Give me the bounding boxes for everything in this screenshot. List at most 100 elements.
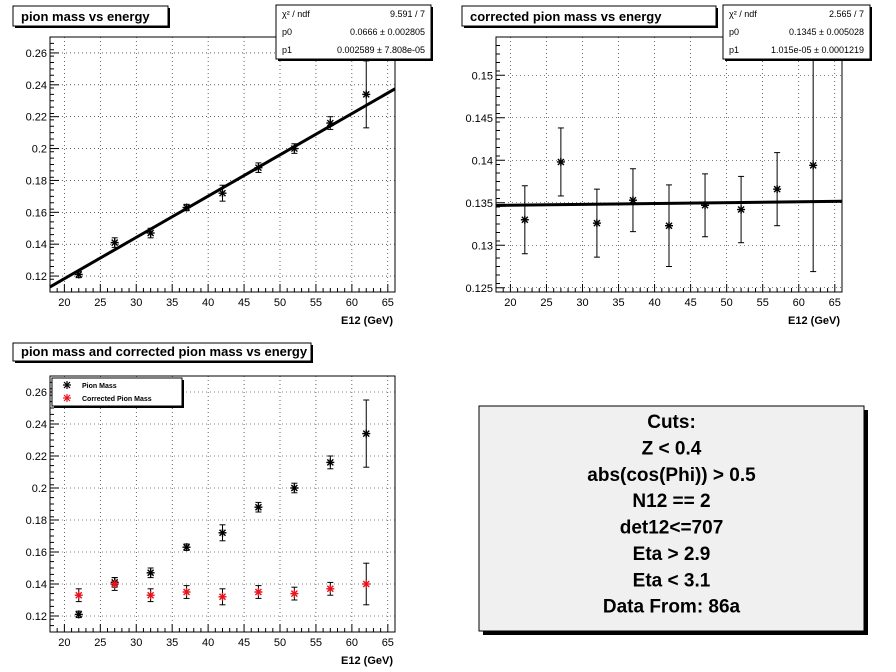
data-point xyxy=(809,161,818,170)
data-point xyxy=(146,229,155,238)
marker-stroke xyxy=(147,229,155,237)
cuts-line: Z < 0.4 xyxy=(642,438,702,459)
legend-label: Corrected Pion Mass xyxy=(82,396,152,403)
stats-value: 0.002589 ± 7.808e-05 xyxy=(337,45,425,55)
y-tick-label: 0.22 xyxy=(26,112,47,124)
x-tick-label: 20 xyxy=(58,297,70,309)
marker-stroke xyxy=(629,196,637,204)
stats-value: 2.565 / 7 xyxy=(829,9,864,19)
data-point xyxy=(326,584,335,593)
data-point xyxy=(520,215,529,224)
x-tick-label: 30 xyxy=(130,297,142,309)
y-tick-label: 0.26 xyxy=(26,48,47,60)
marker-stroke xyxy=(63,394,71,402)
x-tick-label: 40 xyxy=(648,297,660,309)
cuts-line: Data From: 86a xyxy=(603,597,741,618)
y-tick-label: 0.18 xyxy=(26,515,47,527)
marker-stroke xyxy=(183,543,191,551)
cuts-line: Eta > 2.9 xyxy=(633,544,711,565)
title-box xyxy=(461,5,717,27)
marker-stroke xyxy=(593,219,601,227)
stats-value: 1.015e-05 ± 0.0001219 xyxy=(771,45,864,55)
marker-stroke xyxy=(326,119,334,127)
x-tick-label: 25 xyxy=(94,637,106,649)
x-tick-label: 25 xyxy=(94,297,106,309)
stats-label: p0 xyxy=(282,27,292,37)
marker-stroke xyxy=(254,164,262,172)
data-point xyxy=(182,543,191,552)
stats-label: p1 xyxy=(729,45,739,55)
x-tick-label: 40 xyxy=(202,297,214,309)
legend-label: Pion Mass xyxy=(82,383,117,390)
x-tick-label: 50 xyxy=(274,297,286,309)
x-tick-label: 65 xyxy=(829,297,841,309)
stats-value: 0.1345 ± 0.005028 xyxy=(789,27,864,37)
cuts-box xyxy=(478,405,865,632)
marker-stroke xyxy=(773,185,781,193)
x-tick-label: 45 xyxy=(238,297,250,309)
legend-marker xyxy=(63,394,71,402)
y-tick-label: 0.2 xyxy=(32,483,47,495)
plot-frame xyxy=(49,36,396,293)
data-point xyxy=(146,591,155,600)
x-tick-label: 50 xyxy=(274,637,286,649)
y-tick-label: 0.26 xyxy=(26,387,47,399)
x-tick-label: 40 xyxy=(202,637,214,649)
cuts-line: det12<=707 xyxy=(620,518,724,539)
legend-marker xyxy=(63,381,71,389)
marker-stroke xyxy=(75,270,83,278)
chart-title: corrected pion mass vs energy xyxy=(470,9,662,24)
marker-stroke xyxy=(326,458,334,466)
x-axis-label: E12 (GeV) xyxy=(788,315,840,327)
marker-stroke xyxy=(254,503,262,511)
cuts-line: Cuts: xyxy=(647,412,696,433)
marker-stroke xyxy=(290,484,298,492)
data-point xyxy=(218,592,227,601)
data-point xyxy=(290,589,299,598)
title-box xyxy=(12,5,169,27)
stats-box xyxy=(275,4,432,60)
x-tick-label: 60 xyxy=(346,297,358,309)
x-axis-label: E12 (GeV) xyxy=(341,315,393,327)
marker-stroke xyxy=(183,588,191,596)
x-tick-label: 45 xyxy=(238,637,250,649)
legend-box xyxy=(51,377,183,407)
marker-stroke xyxy=(290,590,298,598)
x-tick-label: 25 xyxy=(540,297,552,309)
chart-p3: 20 25 30 35 40 45 50 55 60 65 0.12 0.14 0.16 0.18 0.2 0… xyxy=(12,342,396,667)
data-point xyxy=(556,157,565,166)
stats-value: 0.0666 ± 0.002805 xyxy=(350,27,425,37)
cuts-line: N12 == 2 xyxy=(632,491,710,512)
data-point xyxy=(74,270,83,279)
data-point xyxy=(74,610,83,619)
cuts-panel: Cuts: Z < 0.4 abs(cos(Phi)) > 0.5 N12 == 2 d… xyxy=(478,405,868,635)
data-point xyxy=(254,588,263,596)
x-tick-label: 20 xyxy=(58,637,70,649)
x-tick-label: 65 xyxy=(382,297,394,309)
x-tick-label: 20 xyxy=(504,297,516,309)
marker-stroke xyxy=(362,580,370,588)
stats-label: p1 xyxy=(282,45,292,55)
stats-label: χ² / ndf xyxy=(729,9,757,19)
marker-stroke xyxy=(75,610,83,618)
marker-stroke xyxy=(362,430,370,438)
stats-label: χ² / ndf xyxy=(282,9,310,19)
marker-stroke xyxy=(147,591,155,599)
y-tick-label: 0.24 xyxy=(26,80,47,92)
stats-label: p0 xyxy=(729,27,739,37)
chart-title: pion mass vs energy xyxy=(21,9,150,24)
data-point xyxy=(665,221,673,230)
marker-stroke xyxy=(326,585,334,593)
y-tick-label: 0.145 xyxy=(465,113,493,125)
cuts-line: abs(cos(Phi)) > 0.5 xyxy=(587,465,756,486)
y-tick-label: 0.24 xyxy=(26,419,47,431)
y-tick-label: 0.14 xyxy=(26,239,47,251)
y-tick-label: 0.18 xyxy=(26,175,47,187)
x-tick-label: 55 xyxy=(310,297,322,309)
y-tick-label: 0.125 xyxy=(465,283,493,295)
data-point xyxy=(773,185,782,194)
x-tick-label: 60 xyxy=(346,637,358,649)
marker-stroke xyxy=(219,593,226,601)
data-point xyxy=(290,484,299,492)
x-tick-label: 55 xyxy=(310,637,322,649)
